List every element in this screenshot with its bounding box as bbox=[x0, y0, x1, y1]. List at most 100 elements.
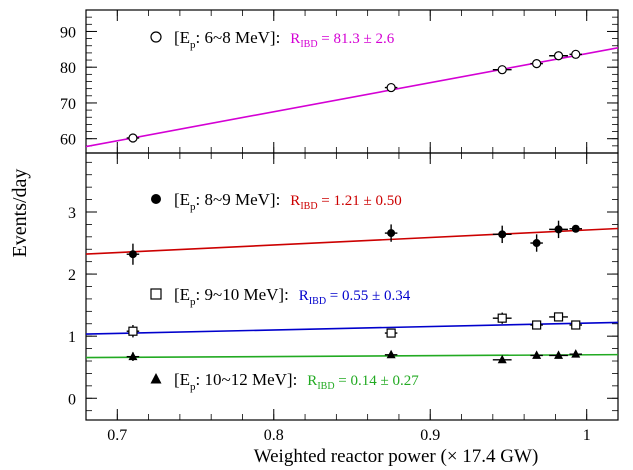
data-point bbox=[126, 324, 140, 338]
open-circle-marker bbox=[150, 31, 162, 43]
filled-circle-marker bbox=[554, 225, 563, 234]
open-square-marker bbox=[386, 328, 396, 338]
open-circle-marker bbox=[571, 49, 581, 59]
x-axis-label: Weighted reactor power (× 17.4 GW) bbox=[254, 446, 539, 467]
data-point bbox=[549, 220, 568, 239]
open-square-marker bbox=[553, 312, 564, 322]
filled-triangle-marker bbox=[150, 373, 162, 384]
legend-label-text: [E bbox=[174, 285, 190, 304]
legend-rate-value: = 0.55 ± 0.34 bbox=[326, 288, 411, 304]
legend-label-text: [E bbox=[174, 370, 190, 389]
legend-label: [Ep: 9~10 MeV]: bbox=[174, 285, 289, 308]
fit-line bbox=[86, 47, 618, 148]
data-point bbox=[530, 320, 543, 330]
legend-label-sub: p bbox=[190, 39, 196, 51]
legend-rate-value: = 81.3 ± 2.6 bbox=[318, 31, 395, 47]
open-square-marker bbox=[128, 326, 138, 336]
legend-label-sub: p bbox=[190, 296, 196, 308]
open-square-marker bbox=[150, 288, 162, 300]
legend-rate-text: R bbox=[299, 288, 309, 304]
legend-label-range: : 10~12 MeV]: bbox=[196, 370, 298, 389]
fit-line bbox=[86, 353, 618, 359]
legend-rate-sub: IBD bbox=[317, 381, 334, 392]
legend-rate-sub: IBD bbox=[309, 296, 326, 307]
y-tick-label: 70 bbox=[60, 96, 76, 113]
open-circle-marker bbox=[386, 82, 396, 93]
fit-line bbox=[86, 227, 618, 255]
y-tick-label: 2 bbox=[68, 267, 76, 284]
filled-circle-marker bbox=[151, 194, 161, 204]
filled-circle-marker bbox=[387, 229, 396, 238]
axes: 60 70 80 90 0 1 2 3 0.7 0.8 0.9 1 bbox=[60, 9, 619, 444]
open-circle-marker bbox=[532, 59, 542, 69]
legend-rate-sub: IBD bbox=[300, 201, 317, 212]
data-point bbox=[492, 225, 512, 244]
data-point bbox=[126, 133, 140, 143]
y-axis-label: Events/day bbox=[9, 169, 31, 258]
x-tick-label: 0.9 bbox=[420, 427, 440, 444]
open-square-marker bbox=[571, 320, 581, 330]
legend-label-sub: p bbox=[190, 201, 196, 213]
legend: [Ep: 6~8 MeV]: RIBD = 81.3 ± 2.6[Ep: 8~9 … bbox=[150, 28, 419, 393]
legend-rate-value: = 1.21 ± 0.50 bbox=[318, 193, 402, 209]
y-tick-label: 0 bbox=[68, 391, 76, 408]
fit-line bbox=[86, 321, 618, 335]
data-point bbox=[530, 59, 543, 69]
data-point bbox=[126, 351, 140, 362]
x-tick-label: 1 bbox=[583, 427, 591, 444]
data-point bbox=[492, 354, 512, 364]
y-tick-label: 1 bbox=[68, 329, 76, 346]
legend-rate-text: R bbox=[290, 193, 300, 209]
legend-label-text: [E bbox=[174, 28, 190, 47]
filled-circle-marker bbox=[498, 230, 507, 239]
data-point bbox=[569, 349, 583, 358]
open-circle-marker bbox=[128, 133, 138, 143]
data-points bbox=[126, 49, 583, 364]
data-point bbox=[384, 82, 398, 93]
legend-label-text: [E bbox=[174, 190, 190, 209]
y-tick-label: 90 bbox=[60, 24, 76, 41]
legend-label-range: : 6~8 MeV]: bbox=[196, 28, 281, 47]
filled-triangle-marker bbox=[532, 350, 542, 359]
legend-rate: RIBD = 1.21 ± 0.50 bbox=[290, 193, 401, 212]
data-point bbox=[126, 243, 140, 265]
x-tick-label: 0.7 bbox=[107, 427, 127, 444]
data-point bbox=[569, 320, 583, 330]
data-point bbox=[384, 224, 398, 242]
legend-rate-text: R bbox=[290, 31, 300, 47]
open-square-marker bbox=[532, 320, 542, 330]
filled-triangle-marker bbox=[554, 350, 564, 359]
y-tick-label: 80 bbox=[60, 60, 76, 77]
filled-triangle-marker bbox=[386, 349, 396, 359]
data-point bbox=[549, 312, 568, 322]
y-tick-label: 3 bbox=[68, 205, 76, 222]
filled-circle-marker bbox=[571, 224, 580, 233]
data-point bbox=[569, 49, 583, 59]
legend-label: [Ep: 10~12 MeV]: bbox=[174, 370, 297, 393]
data-point bbox=[530, 350, 543, 359]
open-circle-marker bbox=[497, 65, 507, 75]
filled-triangle-marker bbox=[128, 351, 138, 361]
data-point bbox=[384, 328, 398, 338]
legend-label: [Ep: 8~9 MeV]: bbox=[174, 190, 280, 213]
x-tick-label: 0.8 bbox=[264, 427, 284, 444]
y-tick-label: 60 bbox=[60, 132, 76, 149]
filled-circle-marker bbox=[128, 250, 137, 259]
open-square-marker bbox=[497, 313, 507, 323]
legend-rate-text: R bbox=[307, 373, 317, 389]
data-point bbox=[569, 224, 583, 233]
legend-rate: RIBD = 81.3 ± 2.6 bbox=[290, 31, 394, 50]
data-point bbox=[530, 234, 543, 252]
filled-circle-marker bbox=[532, 239, 541, 248]
legend-rate-value: = 0.14 ± 0.27 bbox=[335, 373, 420, 389]
filled-triangle-marker bbox=[497, 354, 507, 364]
fit-lines bbox=[86, 47, 618, 359]
data-point bbox=[549, 51, 568, 61]
legend-label: [Ep: 6~8 MeV]: bbox=[174, 28, 280, 51]
data-point bbox=[492, 65, 512, 75]
legend-label-range: : 9~10 MeV]: bbox=[196, 285, 289, 304]
data-point bbox=[549, 350, 568, 359]
legend-rate-sub: IBD bbox=[300, 39, 317, 50]
legend-rate: RIBD = 0.14 ± 0.27 bbox=[307, 373, 419, 392]
